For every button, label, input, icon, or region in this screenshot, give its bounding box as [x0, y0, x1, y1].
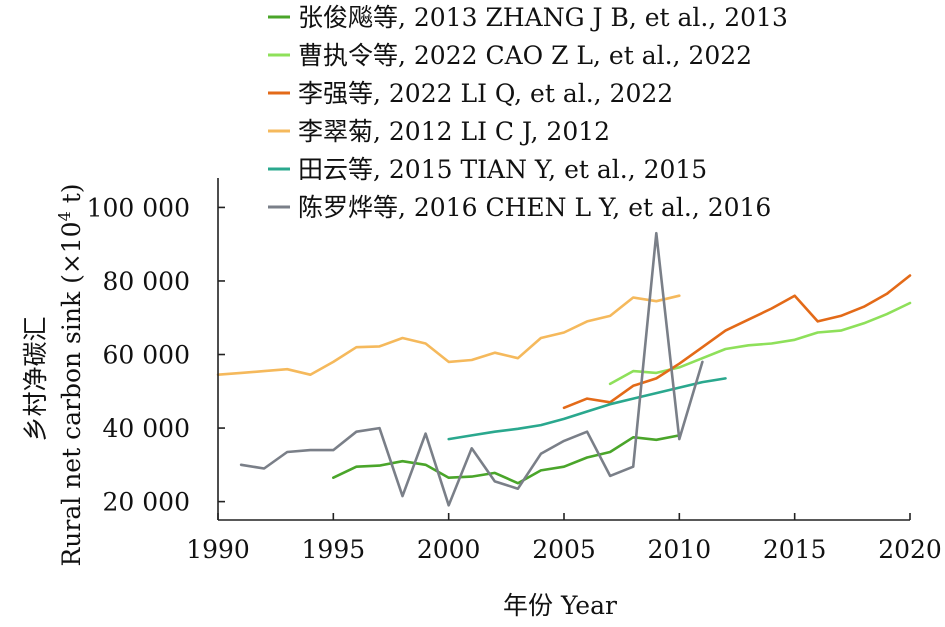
series-line-3 [562, 274, 912, 410]
legend-label-1: 张俊飚等, 2013 ZHANG J B, et al., 2013 [298, 3, 788, 32]
y-tick-label: 80 000 [103, 267, 190, 296]
legend-label-2: 曹执令等, 2022 CAO Z L, et al., 2022 [298, 41, 752, 70]
y-axis-title-tail: t) [57, 183, 86, 211]
x-axis-ticks: 1990 1995 2000 2005 2010 2015 2020 [186, 513, 942, 564]
y-axis-title-cn: 乡村净碳汇 [21, 316, 50, 441]
x-tick-label: 1990 [186, 535, 250, 564]
legend-label-4: 李翠菊, 2012 LI C J, 2012 [298, 117, 610, 146]
plot-area [216, 231, 912, 507]
x-tick-label: 2010 [648, 535, 712, 564]
y-axis-title-en: Rural net carbon sink (×10 [57, 221, 86, 566]
legend-label-5: 田云等, 2015 TIAN Y, et al., 2015 [298, 155, 707, 184]
legend-label-3: 李强等, 2022 LI Q, et al., 2022 [298, 79, 673, 108]
series-line-6 [239, 231, 704, 507]
y-tick-label: 100 000 [87, 193, 190, 222]
chart-legend: 张俊飚等, 2013 ZHANG J B, et al., 2013 曹执令等, … [268, 3, 788, 222]
x-tick-label: 1995 [302, 535, 366, 564]
y-axis-title-sup: 4 [55, 211, 74, 221]
x-tick-label: 2015 [763, 535, 827, 564]
x-tick-label: 2000 [417, 535, 481, 564]
x-tick-label: 2005 [532, 535, 596, 564]
series-line-5 [447, 377, 727, 441]
x-tick-label: 2020 [878, 535, 942, 564]
y-axis-ticks: 20 000 40 000 60 000 80 000 100 000 [87, 193, 225, 517]
y-tick-label: 20 000 [103, 488, 190, 517]
series-line-2 [608, 301, 912, 386]
x-axis-title: 年份 Year [503, 591, 617, 620]
y-axis-title: 乡村净碳汇 Rural net carbon sink (×104 t) [21, 183, 86, 566]
chart-axes [217, 178, 910, 521]
legend-label-6: 陈罗烨等, 2016 CHEN L Y, et al., 2016 [298, 193, 771, 222]
y-tick-label: 40 000 [103, 414, 190, 443]
series-line-4 [216, 294, 681, 377]
y-tick-label: 60 000 [103, 341, 190, 370]
